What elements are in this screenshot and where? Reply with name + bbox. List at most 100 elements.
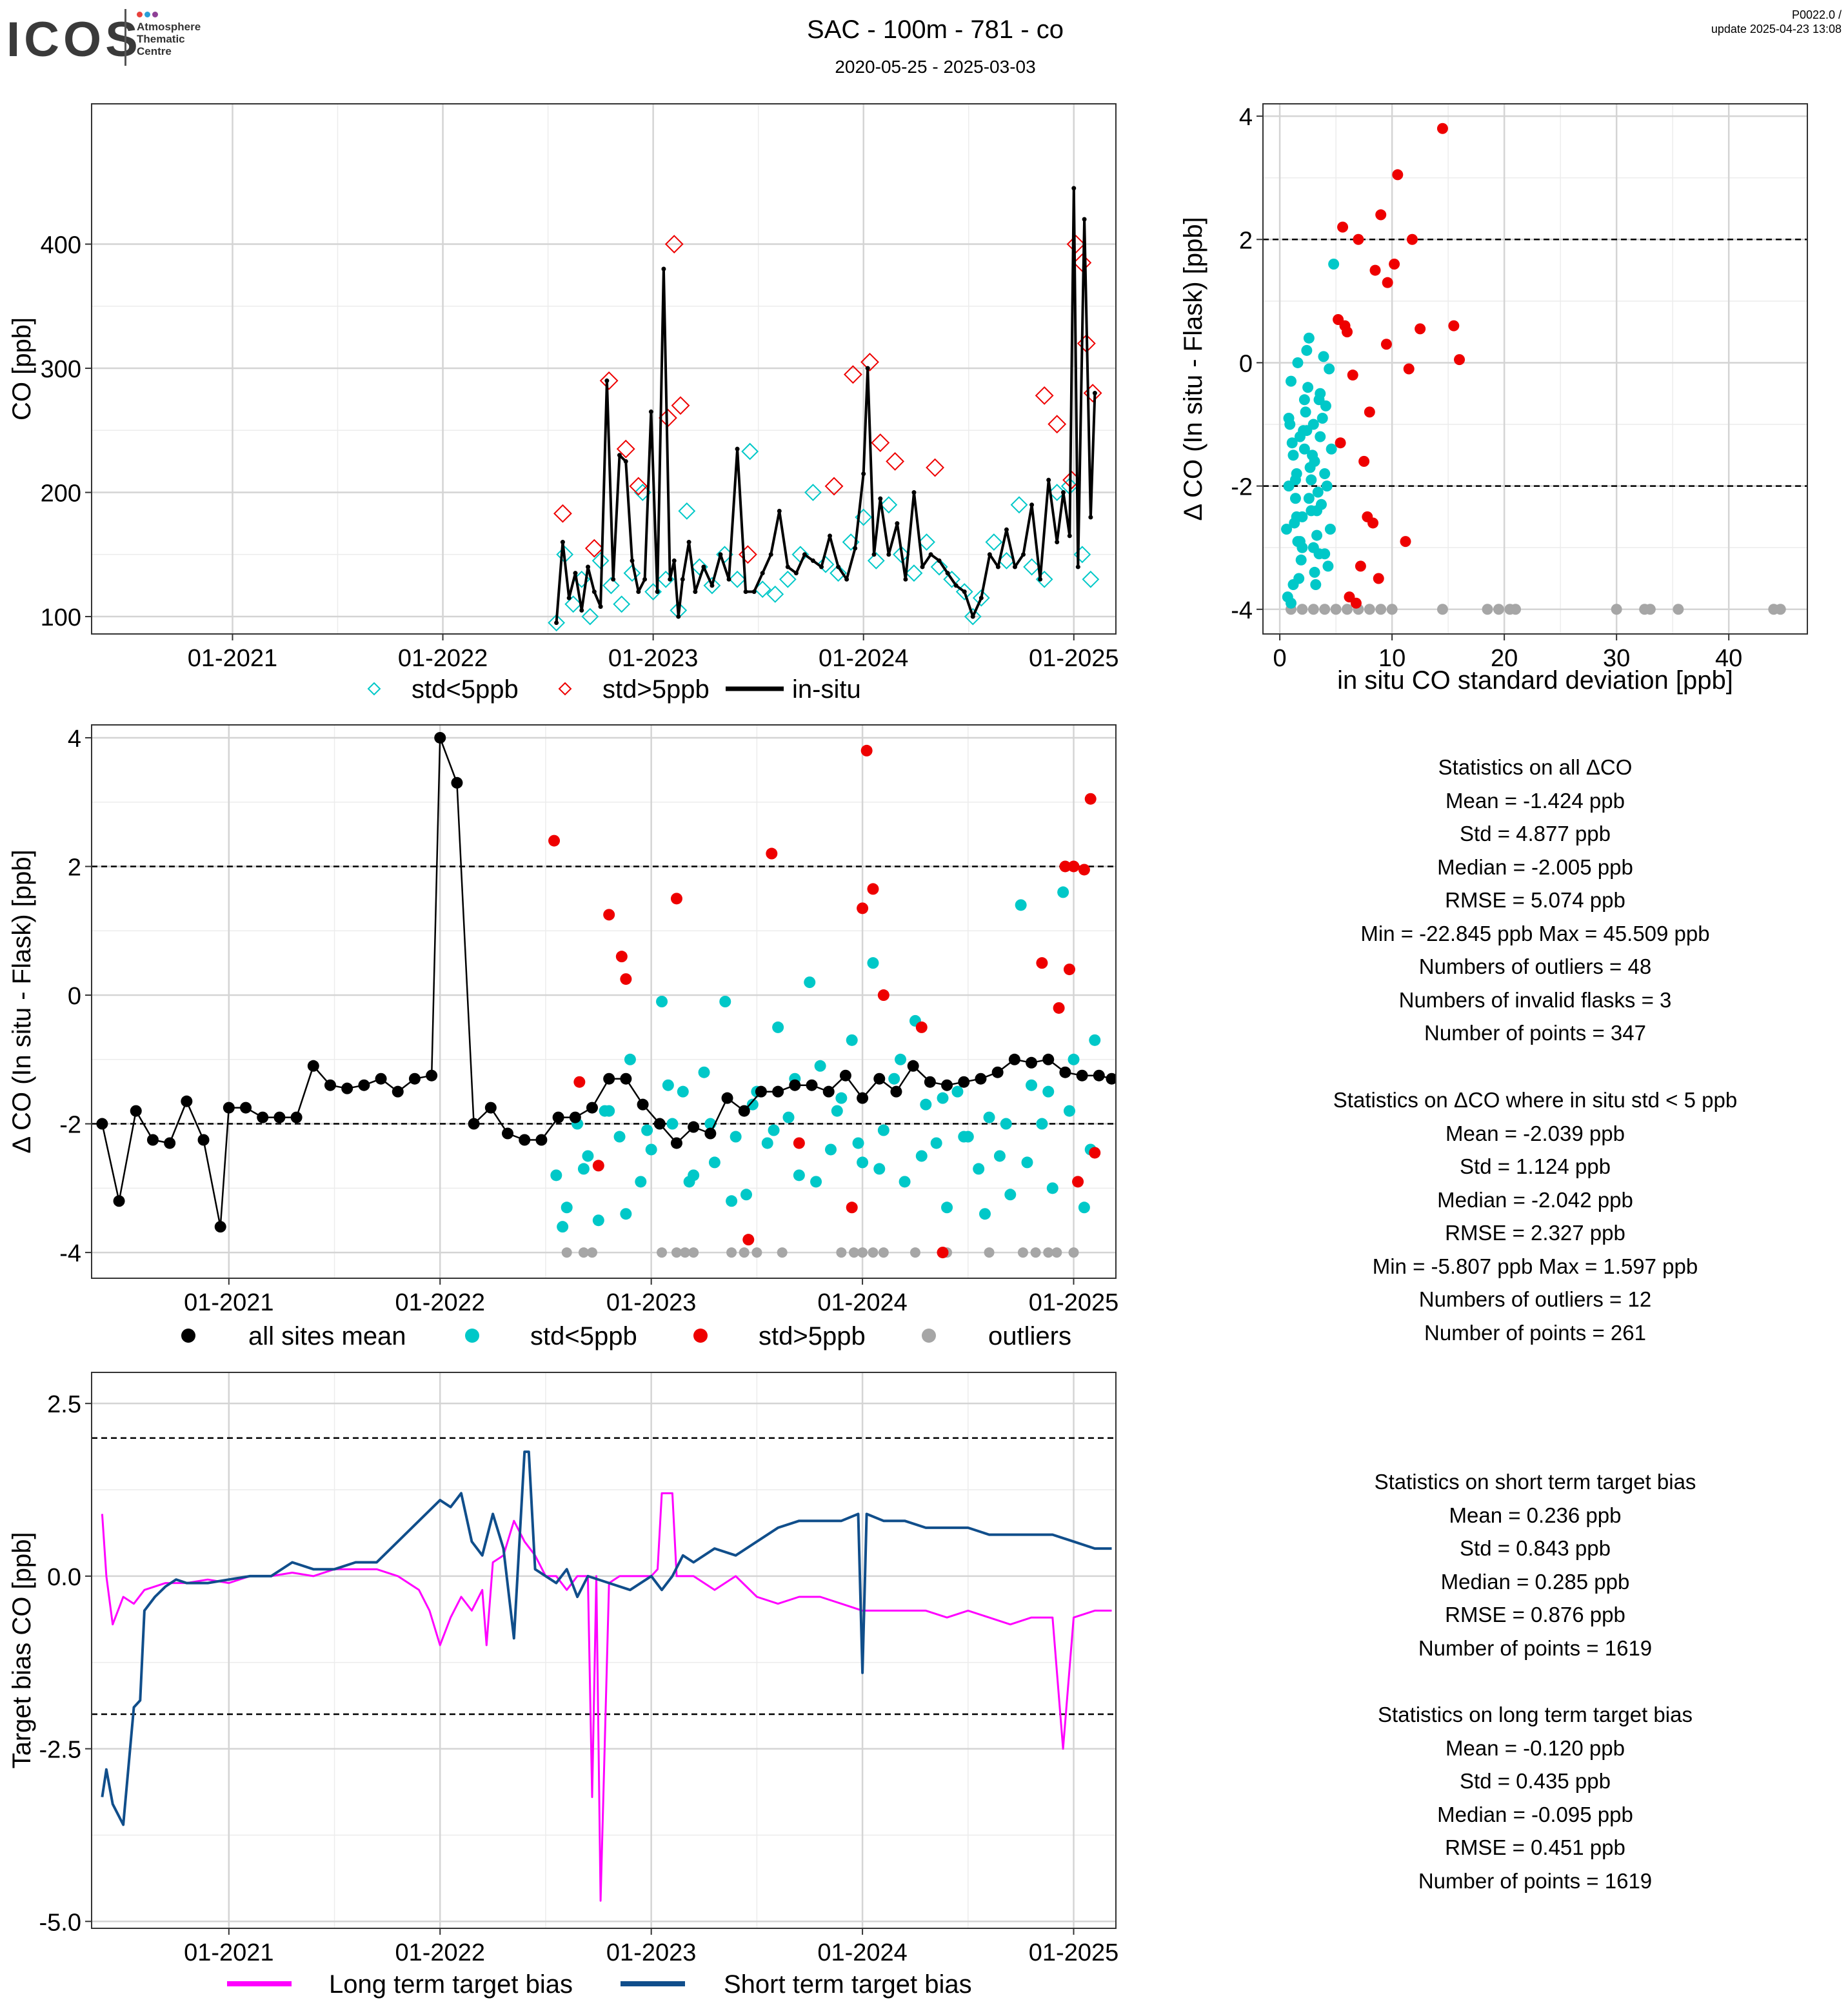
std-lt5-point [1281,524,1293,535]
std-gt5-diamond [886,452,905,471]
all-sites-mean-point [392,1085,404,1098]
stats-long-block: Statistics on long term target bias Mean… [1277,1698,1793,1897]
insitu-point [1088,515,1093,520]
insitu-point [604,378,610,383]
stats-line: Number of points = 1619 [1418,1636,1653,1660]
all-sites-mean-point [1093,1069,1105,1082]
insitu-point [777,508,782,513]
std-lt5-point [937,1092,949,1104]
std-lt5-point [1328,259,1340,270]
insitu-point [671,558,677,563]
outlier-point [1386,604,1398,615]
stats-lt5-title: Statistics on ΔCO where in situ std < 5 … [1333,1088,1738,1112]
insitu-point [1071,186,1077,191]
stats-line: Min = -22.845 ppb Max = 45.509 ppb [1360,921,1710,945]
std-gt5-point [1036,957,1048,969]
std-lt5-point [761,1137,773,1149]
update-label: update 2025-04-23 13:08 [1711,23,1842,35]
std-lt5-diamond [905,564,923,582]
std-lt5-diamond [1048,484,1066,501]
stats-line: RMSE = 2.327 ppb [1445,1221,1625,1245]
insitu-point [865,366,870,371]
stats-short-block: Statistics on short term target bias Mea… [1277,1465,1793,1665]
legend-mean-key [181,1329,195,1343]
insitu-point [648,409,653,414]
insitu-point [1060,490,1066,495]
insitu-point [1038,577,1043,582]
std-lt5-point [1015,899,1027,911]
all-sites-mean-point [958,1076,970,1088]
std-lt5-point [1311,505,1323,517]
std-gt5-point [937,1247,949,1259]
clipped-marks [96,731,1116,1259]
std-lt5-point [1063,1105,1075,1117]
insitu-point [668,577,673,582]
all-sites-mean-point [704,1127,717,1140]
legend-std-gt5-key [693,1329,708,1343]
std-gt5-point [742,1234,755,1246]
stats-line: Number of points = 347 [1424,1021,1646,1045]
all-sites-mean-point [755,1085,767,1098]
y-tick-label: -2 [1231,474,1253,501]
legend-std-lt5-key [465,1329,479,1343]
all-sites-mean-point [1106,1073,1116,1085]
outlier-point [586,1247,597,1258]
std-lt5-point [656,996,668,1007]
insitu-point [1029,502,1035,508]
y-axis-label: Δ CO (In situ - Flask) [ppb] [8,849,36,1153]
insitu-point [802,552,807,557]
insitu-point [726,577,731,582]
std-gt5-point [793,1137,805,1149]
legend-label: Long term target bias [329,1970,573,1999]
x-tick-label: 01-2023 [608,645,698,672]
std-lt5-diamond [830,564,847,582]
std-lt5-point [835,1092,848,1104]
stats-all-title: Statistics on all ΔCO [1438,755,1633,779]
outlier-point [726,1247,737,1258]
all-sites-mean-point [307,1060,319,1072]
std-lt5-point [1307,450,1318,461]
insitu-point [560,540,565,545]
std-lt5-point [1289,493,1301,504]
y-tick-label: 0.0 [47,1564,81,1591]
all-sites-mean-point [620,1073,632,1085]
insitu-point [642,577,648,582]
std-lt5-point [550,1169,562,1181]
insitu-point [793,571,799,576]
logo-separator [124,9,126,66]
std-lt5-point [1307,542,1319,553]
std-gt5-diamond [671,396,690,415]
std-lt5-point [662,1079,674,1091]
legend-label: std<5ppb [412,675,519,704]
clipped-marks [101,1450,1112,1902]
std-lt5-point [941,1201,953,1214]
std-lt5-diamond [1010,496,1028,514]
std-lt5-point [645,1143,657,1156]
std-lt5-point [1289,517,1300,529]
std-lt5-diamond [867,552,885,569]
all-sites-mean-point [535,1134,548,1146]
std-lt5-diamond [930,558,948,576]
legend-label: outliers [988,1322,1071,1350]
std-lt5-diamond [741,442,759,460]
insitu-point [895,521,900,526]
legend-label: std<5ppb [530,1322,637,1350]
insitu-point [661,266,666,272]
std-lt5-diamond [703,577,721,595]
std-lt5-diamond [1082,570,1100,588]
outlier-point [1611,604,1622,615]
insitu-point [1055,540,1060,545]
std-lt5-diamond [943,570,961,588]
std-lt5-point [1057,886,1069,898]
std-gt5-diamond [1066,235,1086,253]
plot-background [92,1372,1116,1928]
std-gt5-point [1406,233,1418,245]
std-gt5-point [1072,1176,1084,1188]
logo-text: ICOS [6,12,142,67]
all-sites-mean-point [146,1134,159,1146]
insitu-point [586,564,591,569]
outlier-point [1342,604,1353,615]
std-gt5-point [860,744,873,756]
std-gt5-point [1353,233,1364,245]
std-lt5-point [1286,597,1297,609]
